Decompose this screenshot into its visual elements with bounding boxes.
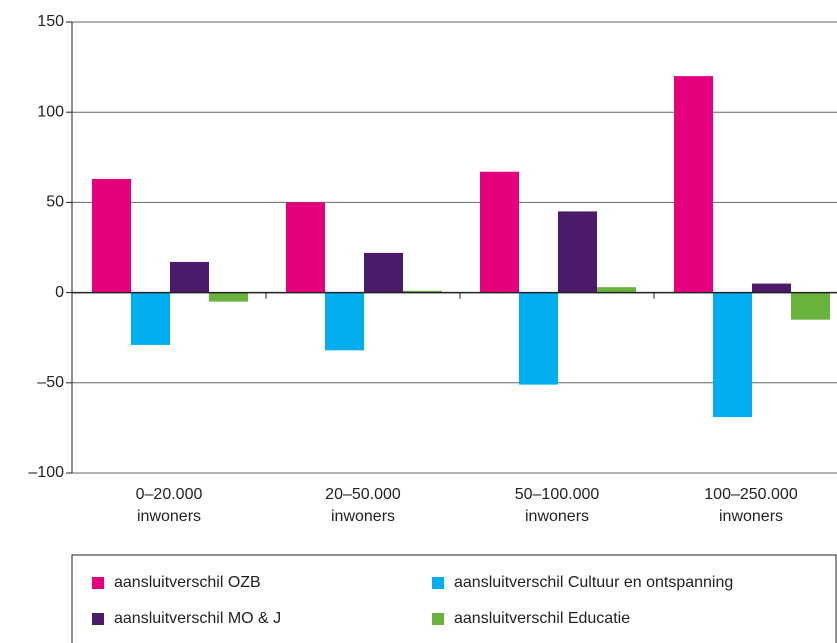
- x-tick-label: 20–50.000 inwoners: [325, 486, 401, 525]
- bar: [403, 290, 442, 293]
- y-tick-label: 100: [37, 103, 64, 120]
- bar: [713, 292, 752, 418]
- bar: [480, 171, 519, 293]
- bar: [209, 292, 248, 302]
- legend-swatch: [432, 577, 444, 589]
- bar: [752, 283, 791, 293]
- legend-label: aansluitverschil Cultuur en ontspanning: [454, 574, 733, 591]
- legend-label: aansluitverschil Educatie: [454, 610, 630, 627]
- bar: [519, 292, 558, 385]
- x-tick-label: 100–250.000 inwoners: [704, 486, 798, 525]
- bar: [92, 178, 131, 293]
- bar: [674, 76, 713, 293]
- y-tick-label: 50: [46, 194, 64, 211]
- legend-label: aansluitverschil MO & J: [114, 610, 281, 627]
- x-tick-label: 50–100.000 inwoners: [514, 486, 600, 525]
- legend-swatch: [92, 577, 104, 589]
- y-tick-label: –100: [28, 464, 64, 481]
- bar: [131, 292, 170, 345]
- y-tick-label: 0: [55, 284, 64, 301]
- bar: [364, 252, 403, 293]
- legend-swatch: [92, 613, 104, 625]
- x-tick-label: 0–20.000 inwoners: [135, 486, 203, 525]
- legend-swatch: [432, 613, 444, 625]
- legend-box: [71, 554, 837, 643]
- legend-label: aansluitverschil OZB: [114, 574, 261, 591]
- y-tick-label: –50: [37, 374, 64, 391]
- bar: [791, 292, 830, 320]
- y-tick-label: 150: [37, 13, 64, 30]
- bar: [170, 261, 209, 293]
- bar: [597, 287, 636, 293]
- bar: [558, 211, 597, 293]
- bar: [286, 202, 325, 293]
- bar: [325, 292, 364, 351]
